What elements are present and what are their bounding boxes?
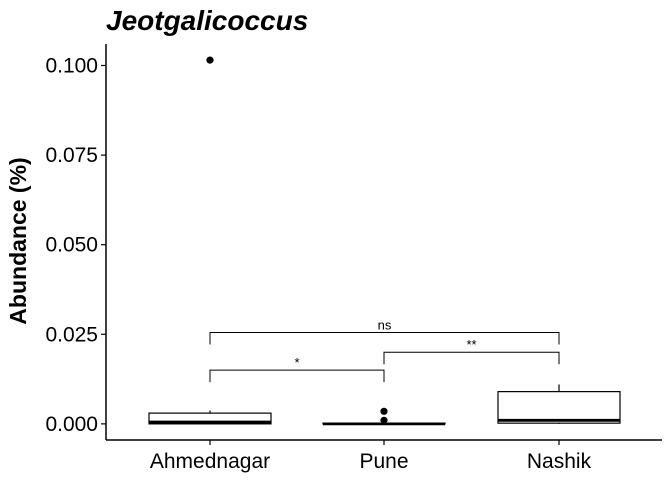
significance-bracket <box>209 331 560 345</box>
significance-label: ** <box>466 337 476 352</box>
y-tick-label: 0.075 <box>45 144 98 167</box>
outlier-point <box>206 56 214 64</box>
plot-area: 0.000 0.025 0.050 0.075 0.100 Ahmednagar Pune N… <box>45 44 662 473</box>
significance-bracket <box>209 369 385 383</box>
y-axis-label: Abundance (%) <box>5 157 31 324</box>
y-tick-label: 0.025 <box>45 323 98 346</box>
box-body <box>497 391 621 424</box>
chart-title: Jeotgalicoccus <box>106 5 308 36</box>
x-tick-label: Ahmednagar <box>150 450 270 473</box>
outlier-point <box>380 407 388 415</box>
significance-label: * <box>294 355 299 370</box>
outlier-point <box>380 416 388 424</box>
y-tick-label: 0.000 <box>45 413 98 436</box>
x-tick-label: Nashik <box>527 450 592 473</box>
y-tick-label: 0.100 <box>45 55 98 78</box>
x-tick-label: Pune <box>359 450 408 473</box>
significance-bracket <box>383 351 560 365</box>
y-tick-label: 0.050 <box>45 234 98 257</box>
box-body <box>148 412 272 425</box>
significance-label: ns <box>378 317 392 332</box>
